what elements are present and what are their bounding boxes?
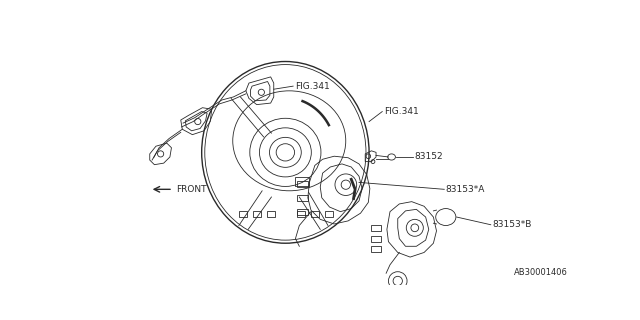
Text: 83153*A: 83153*A	[446, 185, 485, 194]
Bar	[297, 195, 308, 201]
Text: AB30001406: AB30001406	[515, 268, 568, 277]
Text: FIG.341: FIG.341	[296, 83, 330, 92]
Bar	[371, 246, 381, 252]
Bar	[297, 181, 308, 187]
Bar	[311, 211, 319, 217]
Bar	[267, 211, 275, 217]
Text: FRONT: FRONT	[176, 185, 207, 194]
Bar	[297, 211, 305, 217]
Bar	[239, 211, 246, 217]
Bar	[253, 211, 260, 217]
Bar	[297, 209, 308, 215]
Text: FIG.341: FIG.341	[384, 107, 419, 116]
Text: 83152: 83152	[415, 153, 444, 162]
Bar	[296, 177, 309, 186]
Text: 83153*B: 83153*B	[492, 220, 532, 229]
Bar	[371, 225, 381, 231]
Bar	[371, 236, 381, 242]
Bar	[325, 211, 333, 217]
